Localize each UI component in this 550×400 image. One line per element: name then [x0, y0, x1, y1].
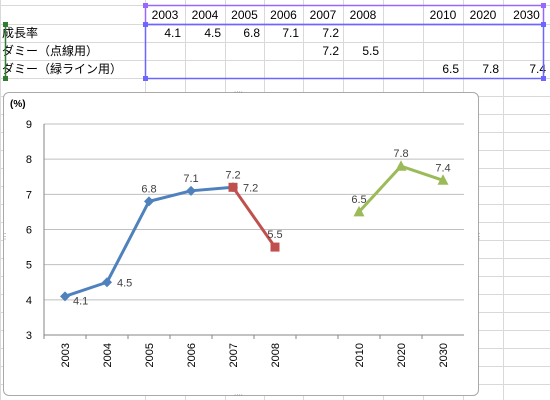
x-tick-label: 2007	[228, 343, 240, 367]
y-tick-label: 8	[26, 154, 32, 166]
year-header-cell[interactable]: 2010	[429, 8, 457, 22]
x-tick-label: 2010	[354, 343, 366, 367]
series-line-3	[357, 164, 444, 213]
data-label: 7.8	[393, 148, 408, 160]
x-tick-label: 2003	[60, 343, 72, 367]
data-label: 5.5	[267, 229, 282, 241]
data-label: 4.5	[117, 277, 132, 289]
data-point[interactable]	[102, 277, 112, 288]
chart-resize-handle-right[interactable]: ⋮	[475, 232, 483, 241]
value-cell[interactable]: 7.4	[529, 62, 546, 76]
data-label: 7.2	[225, 169, 240, 181]
y-tick-label: 3	[26, 330, 32, 342]
value-cell[interactable]: 4.1	[164, 26, 181, 40]
data-point[interactable]	[353, 205, 365, 217]
chart-resize-handle-left[interactable]: ⋮	[1, 232, 9, 241]
value-cell[interactable]: 7.1	[282, 26, 299, 40]
chart-resize-handle-top[interactable]: ∙∙∙∙	[234, 87, 243, 96]
data-point[interactable]	[270, 242, 280, 252]
line-chart[interactable]: 3 4 5 6 7 8 9 (%) 2003 2004 2005 2006 2007 2008 2010 20…	[1, 88, 483, 399]
chart-resize-handle-bottom[interactable]: ∙∙∙∙	[234, 390, 243, 399]
y-tick-label: 4	[26, 295, 32, 307]
y-tick-label: 5	[26, 260, 32, 272]
year-header-cell[interactable]: 2006	[270, 8, 297, 22]
year-header-cell[interactable]: 2003	[151, 8, 179, 22]
x-tick-label: 2030	[438, 343, 450, 367]
year-header-cell[interactable]: 2020	[469, 8, 497, 22]
y-tick-label: 7	[26, 189, 32, 201]
year-header-cell[interactable]: 2004	[191, 8, 219, 22]
chart-plot: 3 4 5 6 7 8 9(%) 2003 2004 2005 2006 2007 2008 2010 20…	[10, 99, 464, 367]
data-point[interactable]	[437, 174, 449, 185]
x-tick-label: 2008	[270, 343, 282, 367]
data-label: 7.4	[435, 162, 450, 174]
data-label: 6.5	[351, 194, 366, 206]
x-tick-label: 2004	[102, 343, 114, 367]
value-cell[interactable]: 6.8	[243, 26, 260, 40]
y-axis-label: (%)	[10, 99, 26, 110]
x-tick-label: 2006	[186, 343, 198, 367]
data-label: 4.1	[73, 295, 88, 307]
y-tick-label: 6	[26, 225, 32, 237]
year-header-cell[interactable]: 2007	[309, 8, 337, 22]
value-cell[interactable]: 6.5	[442, 62, 459, 76]
value-cell[interactable]: 7.2	[322, 44, 339, 58]
series-line-2	[231, 186, 277, 248]
data-label: 7.2	[243, 182, 258, 194]
data-point[interactable]	[60, 291, 70, 302]
x-tick-label: 2005	[144, 343, 156, 367]
row-label-cell[interactable]: ダミー（点線用）	[2, 44, 99, 58]
value-cell[interactable]: 7.2	[322, 26, 339, 40]
data-point[interactable]	[186, 185, 196, 196]
year-header-cell[interactable]: 2030	[513, 8, 540, 22]
year-header-cell[interactable]: 2008	[349, 8, 377, 22]
data-point[interactable]	[395, 160, 407, 171]
value-cell[interactable]: 5.5	[362, 44, 379, 58]
value-cell[interactable]: 4.5	[204, 26, 221, 40]
row-label-cell[interactable]: 成長率	[2, 26, 39, 40]
data-label: 6.8	[141, 183, 156, 195]
row-label-cell[interactable]: ダミー（緑ライン用）	[2, 62, 123, 76]
data-point[interactable]	[144, 196, 154, 207]
y-tick-label: 9	[26, 119, 32, 131]
value-cell[interactable]: 7.8	[482, 62, 499, 76]
data-point[interactable]	[228, 182, 238, 192]
x-tick-label: 2020	[396, 343, 408, 367]
data-label: 7.1	[183, 173, 198, 185]
year-header-cell[interactable]: 2005	[231, 8, 258, 22]
